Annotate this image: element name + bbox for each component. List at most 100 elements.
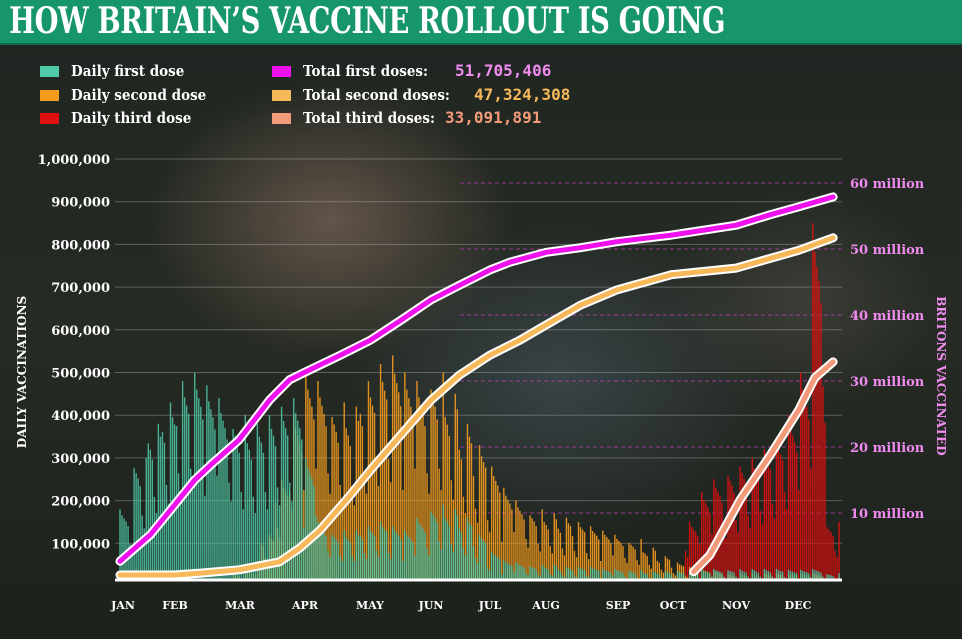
bar-daily-first-dose: [668, 572, 671, 579]
bar-daily-first-dose: [169, 402, 172, 579]
bar-daily-first-dose: [759, 576, 762, 579]
bar-daily-first-dose: [513, 571, 515, 579]
bar-daily-first-dose: [452, 551, 454, 579]
bar-daily-second-dose: [670, 567, 673, 579]
bar-daily-second-dose: [620, 542, 622, 579]
bar-daily-first-dose: [731, 571, 733, 579]
bar-daily-third-dose: [800, 372, 802, 579]
bar-daily-first-dose: [648, 577, 650, 579]
bar-daily-second-dose: [377, 486, 380, 579]
bar-daily-second-dose: [608, 539, 610, 579]
x-tick-label: SEP: [606, 599, 631, 612]
bar-daily-second-dose: [575, 557, 578, 579]
bar-daily-first-dose: [385, 532, 388, 579]
bar-daily-first-dose: [697, 574, 699, 579]
bar-daily-second-dose: [660, 569, 663, 579]
bar-daily-first-dose: [355, 530, 358, 579]
bar-daily-third-dose: [763, 449, 766, 579]
bar-daily-third-dose: [796, 452, 798, 579]
bar-daily-first-dose: [682, 573, 685, 579]
bar-daily-first-dose: [212, 417, 214, 579]
bar-daily-first-dose: [402, 561, 404, 579]
bar-daily-second-dose: [424, 426, 426, 579]
bar-daily-first-dose: [476, 562, 479, 579]
legend-total-first: Total first doses:: [272, 60, 442, 82]
bar-daily-third-dose: [828, 529, 830, 579]
bar-daily-first-dose: [594, 569, 596, 579]
bar-daily-first-dose: [816, 570, 818, 579]
bar-daily-first-dose: [119, 509, 121, 579]
x-tick-label: OCT: [660, 599, 687, 612]
bar-daily-first-dose: [181, 381, 184, 579]
bar-daily-first-dose: [713, 568, 715, 579]
bar-daily-first-dose: [775, 568, 778, 579]
y-right-tick-label: 50 million: [850, 243, 925, 258]
bar-daily-first-dose: [523, 567, 525, 579]
bar-daily-first-dose: [295, 413, 297, 579]
bar-daily-first-dose: [507, 563, 509, 579]
bar-daily-second-dose: [668, 559, 671, 579]
bar-daily-third-dose: [739, 466, 741, 579]
bar-daily-second-dose: [646, 556, 648, 579]
bar-daily-first-dose: [703, 571, 705, 579]
bar-daily-second-dose: [618, 540, 620, 579]
bar-daily-first-dose: [339, 555, 341, 579]
bar-daily-second-dose: [406, 389, 408, 579]
bar-daily-first-dose: [678, 572, 681, 579]
bar-daily-second-dose: [682, 566, 685, 579]
bar-daily-second-dose: [511, 509, 513, 579]
bar-daily-first-dose: [480, 538, 483, 579]
bar-daily-first-dose: [331, 534, 333, 579]
bar-daily-first-dose: [367, 526, 370, 579]
bar-daily-second-dose: [323, 413, 325, 579]
line-total-third-doses: [691, 359, 836, 575]
bar-daily-third-dose: [707, 507, 709, 579]
bar-daily-first-dose: [711, 577, 713, 579]
x-tick-label: DEC: [785, 599, 812, 612]
cumulative-lines: [115, 192, 838, 580]
bar-daily-second-dose: [684, 575, 687, 579]
bar-daily-second-dose: [341, 503, 343, 579]
bar-daily-second-dose: [426, 473, 428, 579]
bar-daily-first-dose: [200, 406, 202, 579]
bar-daily-first-dose: [527, 575, 529, 579]
bar-daily-first-dose: [751, 568, 753, 579]
bar-daily-first-dose: [640, 569, 642, 579]
legend-daily-first: Daily first dose: [40, 60, 197, 82]
bar-daily-second-dose: [591, 531, 594, 579]
bar-daily-first-dose: [543, 567, 545, 579]
bar-daily-first-dose: [400, 539, 402, 579]
bar-daily-second-dose: [493, 476, 495, 579]
bar-daily-second-dose: [357, 421, 360, 579]
bar-daily-first-dose: [210, 409, 212, 579]
bar-daily-first-dose: [369, 531, 372, 579]
bar-daily-first-dose: [581, 569, 584, 579]
bar-daily-second-dose: [537, 543, 539, 579]
bar-daily-first-dose: [301, 439, 303, 579]
axes: 100,000 200,000 300,000 400,000 500,000 600,0…: [38, 153, 925, 612]
bar-daily-first-dose: [727, 570, 729, 579]
bar-daily-third-dose: [749, 528, 751, 579]
bar-daily-first-dose: [610, 572, 612, 579]
bar-daily-second-dose: [482, 461, 485, 579]
bar-daily-first-dose: [375, 550, 378, 579]
bar-daily-first-dose: [553, 564, 555, 579]
bar-daily-first-dose: [258, 436, 261, 579]
bar-daily-second-dose: [672, 573, 675, 579]
bar-daily-first-dose: [676, 571, 679, 579]
bar-daily-first-dose: [622, 572, 624, 579]
bar-daily-first-dose: [644, 573, 646, 579]
bar-daily-second-dose: [509, 503, 511, 579]
bar-daily-first-dose: [131, 551, 133, 579]
bar-daily-second-dose: [559, 532, 562, 579]
bar-daily-third-dose: [824, 422, 826, 579]
bar-daily-first-dose: [598, 571, 600, 579]
bar-daily-first-dose: [325, 536, 327, 579]
bar-daily-first-dose: [129, 543, 131, 579]
bar-daily-first-dose: [604, 570, 606, 579]
bar-daily-third-dose: [810, 468, 812, 579]
bar-daily-first-dose: [826, 574, 828, 579]
bar-daily-first-dose: [529, 566, 531, 579]
total-third-value: 33,091,891: [445, 108, 542, 127]
bar-daily-second-dose: [616, 538, 618, 579]
